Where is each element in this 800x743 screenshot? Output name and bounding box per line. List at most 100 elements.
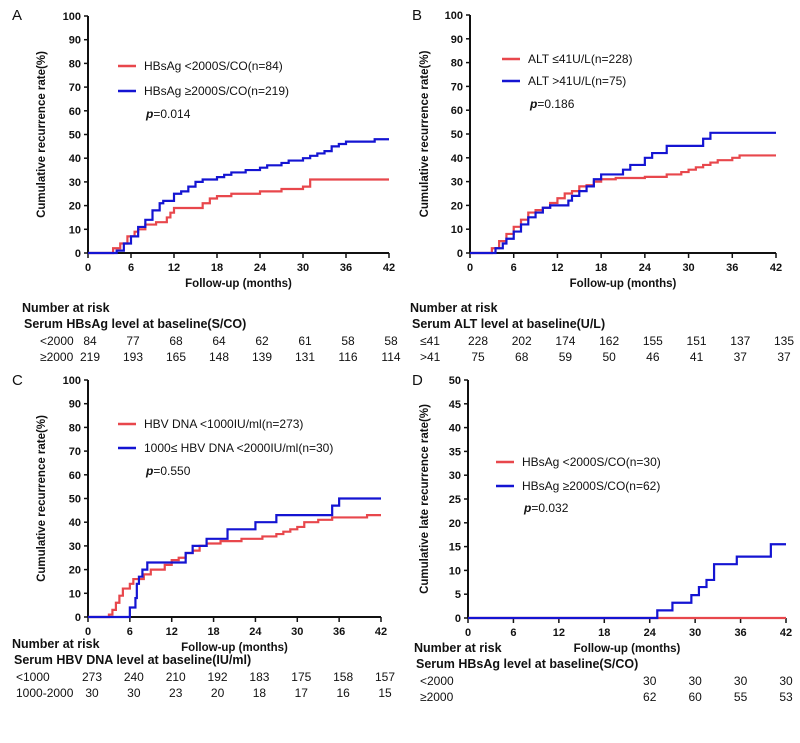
panel-label: B: [412, 7, 422, 24]
risk-count: 20: [211, 686, 225, 700]
risk-count: 62: [255, 334, 269, 348]
risk-count: 158: [333, 670, 353, 684]
risk-count: 84: [83, 334, 97, 348]
p-value: p=0.550: [145, 464, 191, 478]
legend-label: ALT >41U/L(n=75): [528, 74, 626, 88]
risk-count: 148: [209, 350, 229, 364]
risk-table-title: Number at risk: [22, 301, 110, 315]
x-tick-label: 18: [211, 262, 223, 274]
risk-count: 58: [341, 334, 355, 348]
risk-table-group-title: Serum HBsAg level at baseline(S/CO): [416, 657, 638, 671]
risk-count: 75: [471, 350, 485, 364]
y-tick-label: 45: [449, 399, 461, 411]
survival-curve-blue: [468, 543, 786, 620]
x-tick-label: 30: [682, 262, 694, 274]
risk-row-label: ≥2000: [420, 690, 454, 704]
x-tick-label: 36: [726, 262, 738, 274]
panel-d: D 0 5 10 15 20 25 30 35 40 45 50 0 6 12 18 24 30 36 42 Follo…: [412, 372, 793, 704]
y-tick-label: 0: [75, 612, 81, 624]
x-tick-label: 18: [595, 262, 607, 274]
x-tick-label: 42: [780, 627, 792, 639]
y-axis-title: Cumulative recurrence rate(%): [36, 51, 48, 218]
risk-count: 37: [734, 350, 748, 364]
risk-table: Number at risk Serum HBsAg level at basel…: [22, 301, 401, 364]
risk-table: Number at risk Serum HBV DNA level at bas…: [12, 637, 395, 700]
risk-table-title: Number at risk: [414, 641, 502, 655]
x-tick-label: 42: [375, 626, 387, 638]
risk-table-title: Number at risk: [410, 301, 498, 315]
risk-count: 15: [378, 686, 392, 700]
y-tick-label: 0: [457, 248, 463, 260]
risk-count: 30: [643, 674, 657, 688]
y-axis-title: Cumulative recurrence rate(%): [419, 50, 431, 217]
risk-count: 175: [291, 670, 311, 684]
risk-count: 59: [559, 350, 573, 364]
p-symbol: p: [523, 501, 531, 515]
y-tick-label: 30: [69, 177, 81, 189]
risk-table-group-title: Serum HBV DNA level at baseline(IU/ml): [14, 653, 251, 667]
x-tick-label: 18: [207, 626, 219, 638]
risk-count: 58: [384, 334, 398, 348]
survival-curve-blue: [88, 138, 389, 255]
y-axis-title: Cumulative recurrence rate(%): [36, 415, 48, 582]
risk-row-label: >41: [420, 350, 441, 364]
x-tick-label: 24: [249, 626, 262, 638]
panel-label: C: [12, 372, 23, 389]
risk-count: 61: [298, 334, 312, 348]
risk-count: 50: [602, 350, 616, 364]
risk-row-label: <1000: [16, 670, 50, 684]
y-tick-label: 50: [449, 375, 461, 387]
y-tick-label: 0: [75, 248, 81, 260]
legend-label: ALT ≤41U/L(n=228): [528, 52, 633, 66]
risk-count: 30: [734, 674, 748, 688]
risk-count: 55: [734, 690, 748, 704]
risk-count: 30: [688, 674, 702, 688]
p-value-number: =0.186: [537, 97, 574, 111]
panel-c: C 0 10 20 30 40 50 60 70 80 90 100 0 6 12 18 24 30 36 42 Fol…: [12, 372, 395, 700]
y-tick-label: 15: [449, 542, 461, 554]
survival-curve-blue: [470, 131, 776, 255]
risk-count: 219: [80, 350, 100, 364]
p-value-number: =0.550: [153, 464, 190, 478]
risk-count: 77: [126, 334, 140, 348]
risk-table: Number at risk Serum HBsAg level at basel…: [414, 641, 793, 704]
y-tick-label: 20: [451, 200, 463, 212]
y-tick-label: 60: [69, 106, 81, 118]
risk-table-group-title: Serum HBsAg level at baseline(S/CO): [24, 317, 246, 331]
y-tick-label: 30: [449, 470, 461, 482]
risk-count: 157: [375, 670, 395, 684]
x-tick-label: 12: [166, 626, 178, 638]
x-tick-label: 0: [85, 626, 91, 638]
risk-count: 23: [169, 686, 183, 700]
risk-count: 37: [777, 350, 791, 364]
panel-a: A 0 10 20 30 40 50 60 70 80 90 100 0 6 12 18 24 30 36 42 Fol…: [12, 7, 401, 364]
y-tick-label: 60: [451, 105, 463, 117]
x-axis-title: Follow-up (months): [574, 643, 681, 655]
x-axis-title: Follow-up (months): [570, 278, 677, 290]
p-value: p=0.186: [529, 97, 575, 111]
risk-count: 210: [166, 670, 186, 684]
risk-count: 165: [166, 350, 186, 364]
risk-count: 53: [779, 690, 793, 704]
risk-row-label: 1000-2000: [16, 686, 74, 700]
y-tick-label: 5: [455, 589, 461, 601]
risk-count: 162: [599, 334, 619, 348]
p-value-number: =0.014: [153, 107, 190, 121]
y-tick-label: 10: [69, 588, 81, 600]
p-symbol: p: [145, 107, 153, 121]
legend-label: HBV DNA <1000IU/ml(n=273): [144, 417, 303, 431]
y-tick-label: 80: [69, 422, 81, 434]
risk-count: 68: [515, 350, 529, 364]
y-tick-label: 50: [69, 494, 81, 506]
risk-count: 155: [643, 334, 663, 348]
y-tick-label: 10: [449, 565, 461, 577]
x-tick-label: 42: [383, 262, 395, 274]
y-tick-label: 10: [69, 224, 81, 236]
x-tick-label: 12: [168, 262, 180, 274]
risk-count: 16: [336, 686, 350, 700]
x-tick-label: 18: [598, 627, 610, 639]
risk-row-label: ≤41: [420, 334, 440, 348]
risk-table: Number at risk Serum ALT level at baselin…: [410, 301, 794, 364]
x-tick-label: 42: [770, 262, 782, 274]
risk-table-title: Number at risk: [12, 637, 100, 651]
